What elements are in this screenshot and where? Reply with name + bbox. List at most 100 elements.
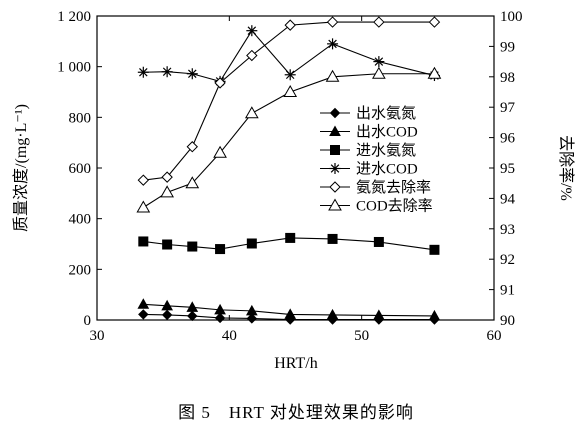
x-tick-label: 50 [354,328,369,344]
data-point [160,185,174,198]
series-3 [138,232,440,255]
data-point [187,310,198,322]
legend-marker [330,145,340,155]
data-point [373,236,384,247]
data-point [246,238,257,249]
y-left-tick-label: 400 [69,212,92,228]
data-point [161,171,173,183]
data-point [213,145,227,158]
y-right-tick-label: 97 [500,100,516,116]
series-4 [137,25,440,87]
legend-label: 出水氨氮 [356,105,416,122]
data-point [245,304,258,316]
data-point [186,141,198,153]
data-point [427,66,442,79]
legend-marker [328,198,342,211]
data-point [428,16,441,28]
data-point [137,174,150,186]
y-right-tick-label: 93 [500,222,515,238]
x-tick-label: 60 [487,328,502,344]
data-point [284,19,296,31]
legend-label: 出水COD [356,124,418,141]
data-point [285,232,296,243]
plot-frame [96,15,495,321]
data-point [187,241,198,252]
data-point [214,77,226,89]
legend-marker [329,125,341,136]
y-left-tick-label: 600 [69,161,92,177]
data-point [325,69,340,82]
y-left-tick-label: 1 200 [57,9,91,25]
legend-item: 出水氨氮 [320,105,416,122]
star-stroke [374,57,384,66]
star-stroke [285,70,295,80]
y-right-tick-label: 92 [500,252,515,268]
data-point [185,176,200,189]
legend-label: COD去除率 [356,198,433,215]
data-point [373,16,385,28]
data-point [428,309,441,321]
data-point [373,56,385,68]
y-left-tick-label: 1 000 [57,60,91,76]
series-2 [137,298,441,321]
data-point [138,309,149,320]
series-layer [136,16,442,325]
data-point [161,309,173,321]
data-point [186,68,198,80]
data-point [161,66,173,78]
data-point [244,106,259,119]
data-point [161,299,173,311]
series-5 [137,16,441,186]
data-point [283,84,298,97]
y-right-tick-label: 98 [500,70,515,86]
legend-marker [329,107,341,119]
star-stroke [139,67,148,77]
y-axis-left-title: 质量浓度/(mg·L⁻¹) [12,104,30,232]
x-axis-title: HRT/h [274,355,317,372]
data-point [326,16,339,28]
y-right-tick-label: 95 [500,161,515,177]
data-point [284,69,296,81]
x-tick-label: 30 [90,328,105,344]
star-stroke [188,69,197,79]
legend-item: 氨氮去除率 [320,179,431,196]
data-point [372,66,386,79]
data-point [284,308,297,319]
y-right-tick-label: 94 [500,191,516,207]
star-stroke [247,26,257,35]
data-point [429,244,440,255]
data-point [327,38,339,50]
y-left-tick-label: 200 [69,262,92,278]
star-stroke [328,39,337,49]
legend-label: 进水氨氮 [356,142,416,159]
data-point [137,66,149,78]
y-left-tick-label: 0 [84,313,92,329]
data-point [137,298,150,309]
data-point [246,313,258,324]
legend-marker [329,163,341,174]
data-point [246,25,258,37]
legend-item: COD去除率 [320,198,433,215]
y-right-tick-label: 100 [500,9,523,25]
data-point [186,301,199,312]
data-point [326,308,339,320]
y-right-tick-label: 90 [500,313,515,329]
y-right-tick-label: 96 [500,131,516,147]
legend-label: 进水COD [356,161,418,178]
data-point [214,312,226,324]
y-right-tick-label: 91 [500,283,515,299]
data-point [215,244,226,255]
legend-label: 氨氮去除率 [356,179,431,196]
legend-item: 进水氨氮 [320,142,416,159]
figure-caption: 图 5 HRT 对处理效果的影响 [178,403,414,422]
data-point [162,239,173,250]
y-axis-right-title: 去除率/% [557,135,575,201]
star-stroke [330,164,340,173]
legend-item: 出水COD [320,124,418,141]
data-point [138,236,149,247]
data-point [327,233,338,244]
